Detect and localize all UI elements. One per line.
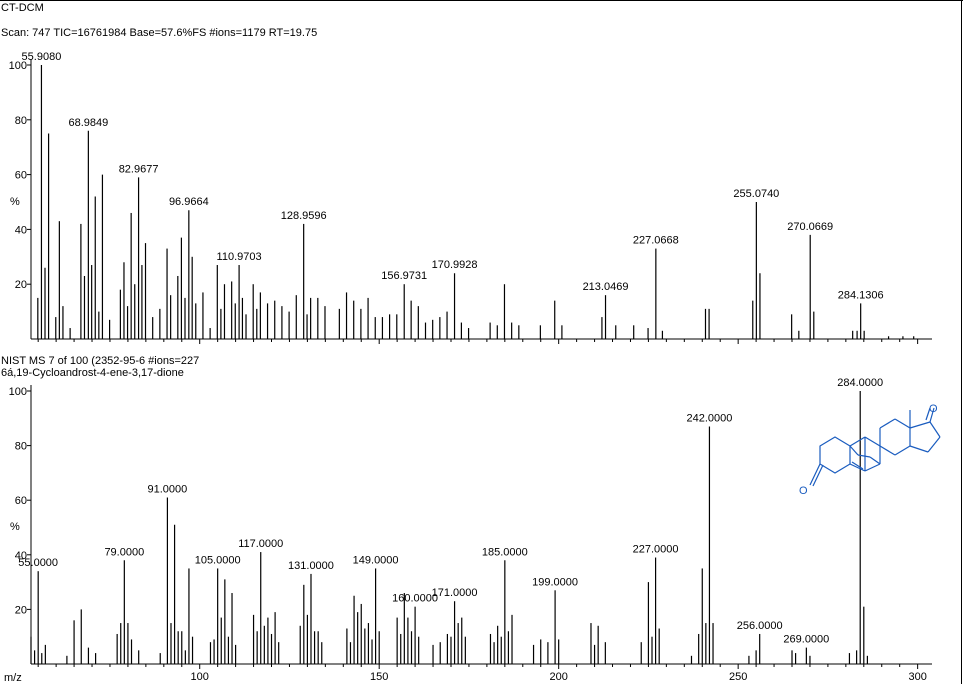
top-y-tick-label: 100	[9, 60, 27, 72]
window-top-border	[0, 0, 963, 1]
bottom-y-tick-label: 80	[15, 441, 27, 453]
top-peak-label: 156.9731	[381, 270, 427, 282]
top-peak-label: 255.0740	[733, 188, 779, 200]
bottom-peak-label: 91.0000	[148, 483, 188, 495]
top-peak-label: 284.1306	[838, 289, 884, 301]
window-right-border	[961, 0, 962, 684]
top-peak-label: 270.0669	[787, 221, 833, 233]
molecular-structure	[809, 407, 941, 487]
bottom-x-tick-label: 250	[729, 671, 747, 683]
top-peak-label: 96.9664	[169, 196, 209, 208]
bottom-peak-label: 55.0000	[18, 557, 58, 569]
top-peak-label: 110.9703	[217, 251, 262, 263]
bottom-peak-label: 256.0000	[737, 620, 783, 632]
bottom-peak-label: 242.0000	[686, 412, 732, 424]
top-peak-label: 227.0668	[633, 235, 679, 247]
bottom-y-tick-label: 60	[15, 495, 27, 507]
bottom-peak-label: 199.0000	[532, 576, 578, 588]
bottom-peak-label: 160.0000	[392, 593, 438, 605]
bottom-peak-label: 185.0000	[482, 546, 528, 558]
top-y-tick-label: 40	[15, 224, 27, 236]
bottom-x-tick-label: 300	[908, 671, 926, 683]
x-axis-unit: m/z	[4, 672, 22, 684]
bottom-peak-label: 269.0000	[783, 634, 829, 646]
bottom-peak-label: 79.0000	[104, 546, 144, 558]
top-y-tick-label: 80	[15, 115, 27, 127]
bottom-peak-label: 131.0000	[288, 560, 334, 572]
bottom-peak-label: 171.0000	[432, 587, 478, 599]
top-y-unit: %	[10, 196, 20, 208]
top-peak-label: 55.9080	[22, 51, 62, 63]
top-peak-label: 170.9928	[432, 259, 478, 271]
bottom-y-tick-label: 100	[9, 386, 27, 398]
top-y-tick-label: 20	[15, 279, 27, 291]
bottom-y-tick-label: 40	[15, 550, 27, 562]
bottom-peak-label: 149.0000	[353, 554, 399, 566]
bottom-y-tick-label: 20	[15, 604, 27, 616]
bottom-peak-label: 227.0000	[633, 544, 679, 556]
bottom-x-tick-label: 150	[370, 671, 388, 683]
library-spectrum-plot: 20 40 60 80 100 100 150 200 250 300 55.0000 79.0000…	[9, 377, 932, 683]
top-y-tick-label: 60	[15, 170, 27, 182]
bottom-y-unit: %	[10, 521, 20, 533]
bottom-peak-label: 105.0000	[195, 554, 241, 566]
bottom-x-tick-label: 100	[191, 671, 209, 683]
scan-info: Scan: 747 TIC=16761984 Base=57.6%FS #ion…	[1, 27, 318, 39]
library-hit-info: NIST MS 7 of 100 (2352-95-6 #ions=227	[1, 355, 200, 367]
top-peak-label: 68.9849	[68, 117, 108, 129]
bottom-peak-label: 284.0000	[837, 377, 883, 389]
ketone-oxygen-label: O	[799, 485, 808, 497]
bottom-peak-label: 117.0000	[238, 538, 283, 550]
top-peak-label: 82.9677	[119, 163, 159, 175]
top-peak-label: 213.0469	[583, 281, 629, 293]
ketone-oxygen-label: O	[929, 403, 938, 415]
top-peak-label: 128.9596	[281, 210, 327, 222]
compound-name: 6á,19-Cycloandrost-4-ene-3,17-dione	[1, 367, 184, 379]
bottom-x-tick-label: 200	[549, 671, 567, 683]
window-title: CT-DCM	[1, 2, 44, 14]
